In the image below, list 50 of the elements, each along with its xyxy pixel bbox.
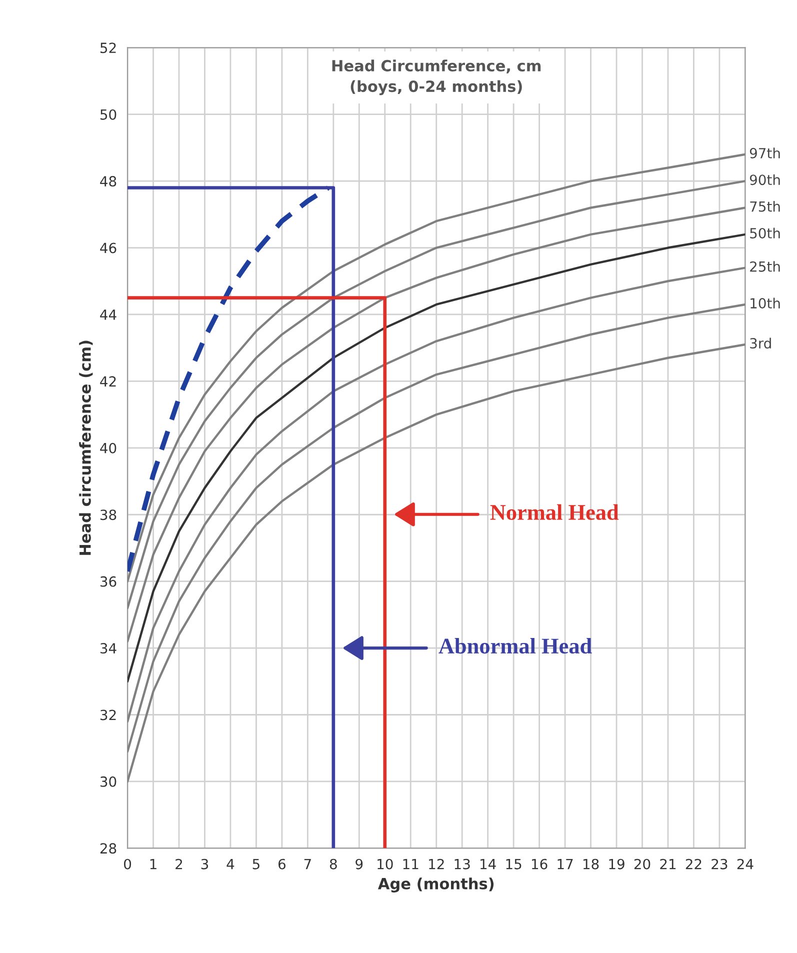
- series-label: 75th: [750, 201, 780, 212]
- x-tick-label: 11: [403, 859, 418, 870]
- x-tick-label: 16: [532, 858, 548, 870]
- x-tick-label: 23: [712, 858, 728, 870]
- x-tick-label: 14: [480, 859, 496, 870]
- y-tick-label: 30: [100, 776, 116, 787]
- series-label: 10th: [750, 298, 780, 309]
- x-tick-label: 10: [378, 858, 393, 870]
- x-tick-label: 4: [226, 859, 234, 870]
- x-tick-label: 1: [150, 859, 156, 870]
- x-tick-label: 13: [454, 858, 470, 870]
- x-tick-label: 24: [737, 858, 754, 870]
- series-label: 3rd: [750, 338, 771, 349]
- x-tick-label: 12: [429, 858, 444, 870]
- series-label: 25th: [750, 261, 780, 272]
- x-tick-label: 22: [686, 858, 702, 870]
- y-tick-label: 42: [100, 376, 116, 386]
- x-tick-label: 7: [304, 859, 311, 870]
- y-tick-label: 50: [100, 109, 116, 120]
- x-tick-label: 0: [124, 858, 132, 870]
- x-tick-label: 15: [506, 859, 522, 870]
- y-tick-label: 48: [100, 176, 116, 187]
- y-tick-label: 40: [100, 442, 116, 454]
- x-tick-label: 5: [252, 859, 260, 870]
- y-tick-label: 38: [100, 510, 116, 520]
- x-tick-label: 8: [330, 858, 337, 870]
- series-label: 90th: [750, 174, 780, 186]
- y-tick-label: 44: [100, 310, 116, 320]
- y-tick-label: 32: [100, 710, 116, 720]
- x-tick-label: 6: [278, 858, 286, 870]
- y-tick-label: 52: [100, 42, 116, 54]
- y-tick-label: 36: [100, 576, 116, 587]
- annotation: Normal Head: [490, 504, 619, 520]
- x-tick-label: 17: [558, 859, 573, 870]
- y-tick-label: 28: [100, 843, 116, 854]
- y-axis-title: Head circumference (cm): [79, 340, 93, 555]
- x-tick-label: 18: [583, 858, 599, 870]
- x-tick-label: 3: [201, 858, 208, 870]
- x-axis-title: Age (months): [378, 878, 494, 892]
- y-tick-label: 46: [100, 242, 116, 254]
- x-tick-label: 20: [634, 858, 650, 870]
- x-tick-label: 21: [660, 858, 676, 870]
- annotation: Abnormal Head: [438, 638, 592, 654]
- y-tick-label: 34: [100, 643, 116, 654]
- text: Head Circumference, cm (boys, 0-24 months): [332, 60, 541, 96]
- x-tick-label: 9: [356, 858, 363, 870]
- x-tick-label: 19: [609, 858, 624, 870]
- series-label: 97th: [750, 148, 780, 158]
- series-label: 50th: [750, 228, 780, 238]
- x-tick-label: 2: [176, 858, 182, 870]
